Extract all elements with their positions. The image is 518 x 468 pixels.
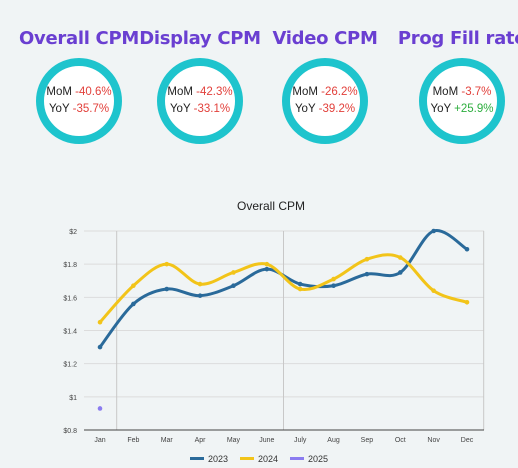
kpi-title: Overall CPM: [19, 28, 139, 49]
kpi-mom-label: MoM: [46, 86, 72, 98]
kpi-yoy-label: YoY: [430, 103, 451, 115]
kpi-ring: MoM -26.2% YoY -39.2%: [282, 58, 368, 144]
data-point-2023: [464, 246, 470, 252]
kpi-mom: MoM -26.2%: [292, 84, 357, 101]
legend-swatch: [189, 457, 204, 460]
legend-swatch: [239, 457, 254, 460]
data-point-2024: [431, 288, 436, 293]
kpi-tile: Overall CPM MoM -40.6% YoY -35.7%: [14, 28, 144, 158]
data-point-2024: [164, 261, 170, 267]
y-tick-label: $0.8: [63, 428, 77, 435]
data-point-2024: [197, 281, 203, 287]
chart-grid: [84, 230, 485, 431]
chart-series: [97, 228, 470, 411]
data-point-2023: [197, 293, 203, 298]
kpi-yoy: YoY -39.2%: [295, 101, 355, 118]
kpi-mom: MoM -40.6%: [46, 84, 111, 101]
kpi-title: Video CPM: [272, 28, 378, 49]
x-tick-label: Aug: [327, 437, 340, 444]
x-tick-label: Apr: [195, 437, 207, 444]
kpi-ring: MoM -42.3% YoY -33.1%: [157, 58, 243, 144]
kpi-title: Display CPM: [139, 28, 261, 49]
data-point-2024: [231, 270, 236, 275]
data-point-2024: [264, 261, 270, 267]
kpi-yoy-value: -33.1%: [193, 103, 231, 115]
kpi-mom-value: -40.6%: [75, 86, 112, 98]
kpi-yoy: YoY +25.9%: [430, 101, 493, 118]
chart-axes: $0.8 $1 $1.2 $1.4 $1.6 $1.8 $2 Jan Feb Mar Apr May J…: [63, 229, 484, 444]
data-point-2024: [297, 286, 303, 292]
data-point-2023: [431, 228, 436, 234]
y-tick-label: $1.8: [63, 262, 77, 269]
kpi-ring: MoM -40.6% YoY -35.7%: [36, 58, 122, 144]
data-point-2024: [331, 276, 336, 282]
data-point-2023: [331, 283, 336, 289]
x-tick-label: July: [294, 437, 307, 444]
x-tick-label: Nov: [427, 437, 440, 444]
overall-cpm-chart: Overall CPM $0.8 $1 $1.2 $1.4 $1.6 $1.8 $2 Jan F…: [63, 199, 485, 444]
kpi-yoy-value: -35.7%: [72, 103, 110, 115]
x-tick-label: Mar: [161, 437, 174, 444]
data-point-2023: [297, 281, 303, 287]
legend-item[interactable]: 2025: [290, 454, 328, 464]
data-point-2024: [364, 256, 370, 262]
y-tick-label: $1: [69, 395, 77, 402]
kpi-yoy-value: +25.9%: [454, 103, 494, 115]
kpi-ring: MoM -3.7% YoY +25.9%: [419, 58, 505, 144]
y-tick-label: $1.4: [63, 329, 77, 336]
kpi-yoy-label: YoY: [48, 103, 70, 115]
x-tick-label: June: [259, 437, 274, 444]
kpi-mom: MoM -3.7%: [433, 84, 492, 101]
x-tick-label: Jan: [94, 437, 105, 444]
y-tick-label: $2: [69, 229, 77, 236]
chart-legend: 2023 2024 2025: [0, 452, 518, 464]
x-tick-label: Oct: [395, 437, 406, 444]
legend-item[interactable]: 2024: [239, 453, 279, 464]
kpi-tile: Prog Fill rate MoM -3.7% YoY +25.9%: [397, 28, 518, 158]
data-point-2024: [397, 255, 403, 260]
kpi-yoy-label: YoY: [169, 103, 191, 115]
x-tick-label: May: [227, 437, 241, 444]
data-point-2023: [264, 266, 270, 272]
kpi-yoy: YoY -35.7%: [49, 101, 109, 118]
data-point-2023: [364, 271, 370, 277]
legend-swatch: [290, 457, 305, 460]
y-tick-label: $1.6: [63, 295, 77, 302]
kpi-tile: Display CPM MoM -42.3% YoY -33.1%: [135, 28, 265, 158]
data-point-2024: [97, 319, 103, 325]
kpi-tile: Video CPM MoM -26.2% YoY -39.2%: [260, 28, 390, 158]
legend-label: 2025: [308, 453, 329, 464]
y-tick-label: $1.2: [63, 362, 77, 369]
x-tick-label: Feb: [127, 437, 139, 444]
kpi-mom-label: MoM: [167, 86, 193, 98]
chart-title: Overall CPM: [237, 199, 305, 213]
kpi-mom-value: -26.2%: [321, 86, 358, 98]
kpi-yoy-value: -39.2%: [318, 103, 356, 115]
kpi-mom-label: MoM: [432, 86, 459, 98]
legend-item[interactable]: 2023: [189, 453, 228, 464]
legend-label: 2023: [207, 453, 228, 464]
data-point-2023: [131, 301, 136, 307]
data-point-2024: [131, 283, 136, 289]
x-tick-label: Sep: [361, 437, 374, 444]
kpi-mom: MoM -42.3%: [167, 84, 232, 101]
data-point-2023: [231, 283, 236, 289]
data-point-2023: [397, 270, 403, 275]
series-line-2024: [98, 253, 468, 324]
kpi-mom-value: -42.3%: [196, 86, 233, 98]
kpi-mom-value: -3.7%: [461, 86, 492, 98]
kpi-yoy-label: YoY: [294, 103, 316, 115]
data-point-2023: [97, 344, 103, 350]
x-tick-label: Dec: [461, 437, 474, 444]
data-point-2023: [164, 286, 170, 292]
data-point-2025: [97, 406, 103, 411]
kpi-yoy: YoY -33.1%: [170, 101, 230, 118]
data-point-2024: [464, 300, 470, 305]
kpi-mom-label: MoM: [292, 86, 318, 98]
legend-label: 2024: [257, 453, 279, 464]
kpi-title: Prog Fill rate: [397, 28, 518, 49]
